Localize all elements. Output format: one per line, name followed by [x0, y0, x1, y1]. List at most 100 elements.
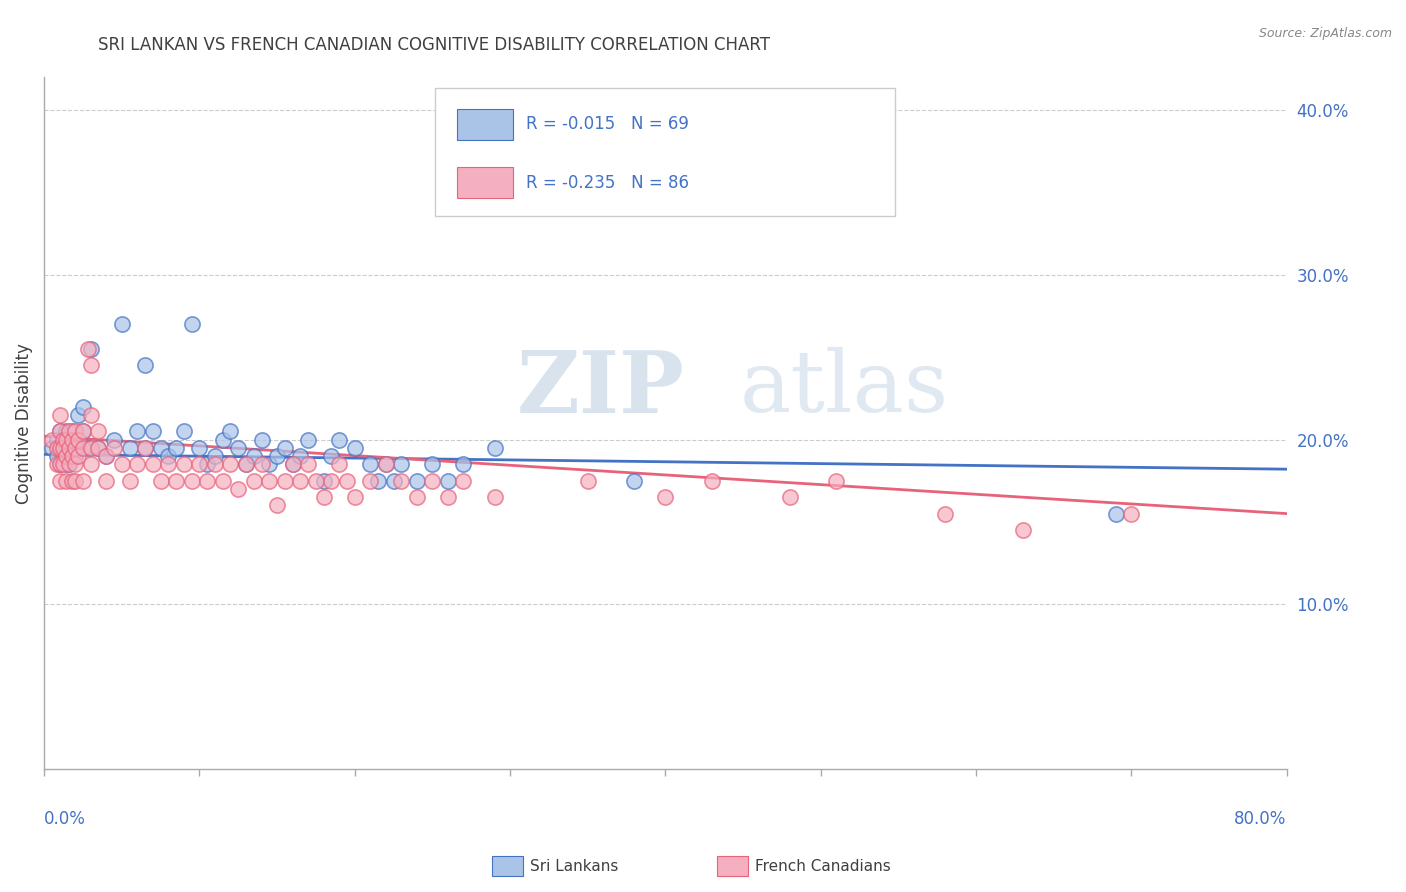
Point	[67, 441, 90, 455]
Point	[96, 449, 118, 463]
Point	[343, 490, 366, 504]
Point	[157, 457, 180, 471]
Point	[63, 441, 86, 455]
Point	[63, 433, 86, 447]
Point	[60, 433, 83, 447]
Point	[204, 449, 226, 463]
Point	[45, 433, 67, 447]
Point	[48, 457, 70, 471]
Point	[1105, 507, 1128, 521]
Point	[165, 441, 187, 455]
Point	[48, 425, 70, 439]
Point	[111, 457, 134, 471]
Point	[235, 457, 257, 471]
Point	[48, 441, 70, 455]
Point	[700, 474, 723, 488]
Text: atlas: atlas	[740, 347, 949, 430]
Point	[45, 457, 67, 471]
Point	[336, 474, 359, 488]
Text: Sri Lankans: Sri Lankans	[530, 859, 619, 873]
Point	[180, 474, 202, 488]
Point	[87, 425, 110, 439]
Point	[328, 433, 350, 447]
Text: French Canadians: French Canadians	[755, 859, 891, 873]
Point	[226, 441, 249, 455]
Point	[52, 441, 75, 455]
Point	[127, 425, 149, 439]
Point	[195, 474, 218, 488]
Point	[290, 474, 312, 488]
Point	[654, 490, 676, 504]
Point	[453, 457, 475, 471]
Point	[437, 474, 460, 488]
Point	[274, 441, 297, 455]
Point	[219, 425, 242, 439]
Point	[149, 474, 172, 488]
Point	[142, 457, 165, 471]
Point	[48, 425, 70, 439]
Point	[55, 449, 77, 463]
Point	[382, 474, 405, 488]
Point	[188, 441, 211, 455]
Point	[297, 433, 319, 447]
Point	[72, 400, 94, 414]
Point	[235, 457, 257, 471]
Point	[60, 449, 83, 463]
Point	[63, 425, 86, 439]
Text: R = -0.235   N = 86: R = -0.235 N = 86	[526, 174, 689, 192]
Point	[52, 441, 75, 455]
Point	[195, 457, 218, 471]
Point	[60, 474, 83, 488]
Point	[48, 474, 70, 488]
Point	[63, 474, 86, 488]
Point	[103, 433, 125, 447]
Point	[87, 441, 110, 455]
Point	[48, 441, 70, 455]
Point	[305, 474, 328, 488]
Point	[55, 457, 77, 471]
FancyBboxPatch shape	[457, 109, 513, 140]
Point	[219, 457, 242, 471]
Text: Source: ZipAtlas.com: Source: ZipAtlas.com	[1258, 27, 1392, 40]
Point	[297, 457, 319, 471]
Point	[389, 474, 412, 488]
Point	[359, 457, 381, 471]
Point	[63, 449, 86, 463]
Point	[290, 449, 312, 463]
Point	[321, 449, 343, 463]
Point	[259, 474, 281, 488]
Point	[242, 449, 264, 463]
Point	[211, 433, 233, 447]
Point	[67, 408, 90, 422]
Point	[437, 490, 460, 504]
Point	[127, 457, 149, 471]
Point	[72, 441, 94, 455]
Point	[266, 449, 288, 463]
Point	[453, 474, 475, 488]
Point	[321, 474, 343, 488]
Point	[180, 318, 202, 332]
Point	[173, 457, 195, 471]
Point	[60, 425, 83, 439]
Point	[484, 441, 506, 455]
Point	[367, 474, 389, 488]
Point	[211, 474, 233, 488]
Point	[80, 408, 103, 422]
Point	[96, 474, 118, 488]
Point	[165, 474, 187, 488]
Point	[58, 433, 80, 447]
Point	[343, 441, 366, 455]
Point	[934, 507, 956, 521]
Text: 80.0%: 80.0%	[1234, 810, 1286, 828]
Point	[87, 441, 110, 455]
Point	[374, 457, 396, 471]
Point	[157, 449, 180, 463]
Point	[576, 474, 599, 488]
Point	[111, 318, 134, 332]
Point	[422, 474, 444, 488]
Point	[72, 474, 94, 488]
Point	[250, 433, 273, 447]
Point	[173, 425, 195, 439]
Point	[359, 474, 381, 488]
Point	[52, 433, 75, 447]
